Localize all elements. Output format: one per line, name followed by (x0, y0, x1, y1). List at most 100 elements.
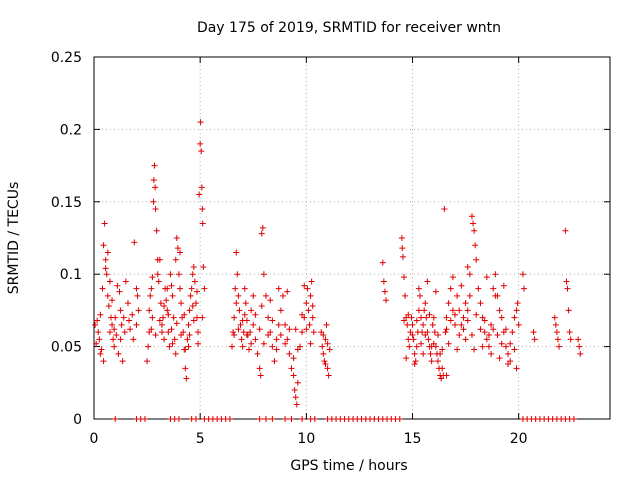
data-point (233, 249, 240, 256)
data-point (174, 245, 181, 252)
data-point (466, 292, 473, 299)
data-point (241, 311, 248, 318)
data-point (563, 278, 570, 285)
data-point (122, 278, 129, 285)
data-point (451, 311, 458, 318)
data-point (483, 336, 490, 343)
data-point (411, 360, 418, 367)
data-point (415, 285, 422, 292)
data-point (195, 329, 202, 336)
data-point (408, 314, 415, 321)
data-point (190, 317, 197, 324)
data-point (112, 416, 119, 422)
data-point (199, 220, 206, 227)
data-point (173, 235, 180, 241)
data-point (265, 332, 272, 339)
data-point (403, 355, 410, 362)
data-point (165, 329, 172, 336)
data-point (172, 350, 179, 357)
data-point (235, 326, 242, 333)
data-point (427, 350, 434, 357)
data-point (428, 343, 435, 350)
data-point (567, 336, 574, 343)
x-tick-label: 5 (196, 431, 205, 447)
data-point (258, 303, 265, 310)
data-point (149, 314, 156, 321)
data-point (292, 326, 299, 333)
chart-title: Day 175 of 2019, SRMTID for receiver wnt… (197, 20, 501, 36)
data-point (93, 340, 100, 347)
data-point (236, 307, 243, 314)
data-point (146, 307, 153, 314)
data-point (458, 321, 465, 328)
data-point (290, 355, 297, 362)
y-tick-label: 0.15 (51, 195, 82, 211)
data-point (299, 329, 306, 336)
data-point (564, 285, 571, 292)
data-point (496, 355, 503, 362)
data-point (167, 271, 174, 278)
data-point (322, 360, 329, 367)
data-point (282, 416, 289, 422)
data-point (147, 292, 154, 299)
data-point (175, 416, 182, 422)
data-point (112, 314, 119, 321)
data-point (102, 265, 109, 272)
data-point (282, 321, 289, 328)
data-point (181, 311, 188, 318)
data-point (189, 271, 196, 278)
data-point (154, 256, 161, 263)
data-point (323, 321, 330, 328)
data-point (309, 303, 316, 310)
data-point (488, 350, 495, 357)
data-point (530, 329, 537, 336)
x-tick-label: 10 (297, 431, 315, 447)
data-point (511, 314, 518, 321)
data-point (169, 340, 176, 347)
data-point (238, 336, 245, 343)
data-point (282, 340, 289, 347)
data-point (177, 249, 183, 256)
data-point (277, 307, 284, 314)
data-point (437, 350, 444, 357)
data-point (250, 321, 257, 328)
data-point (490, 285, 497, 292)
data-point (199, 314, 206, 321)
data-point (144, 358, 151, 365)
data-point (435, 332, 441, 339)
data-point (456, 307, 463, 314)
data-point (462, 336, 469, 343)
data-point (118, 321, 125, 328)
data-point (430, 314, 437, 321)
data-point (135, 307, 142, 314)
data-points (92, 119, 584, 422)
data-point (192, 416, 199, 422)
data-point (428, 358, 435, 365)
data-point (96, 336, 103, 343)
data-point (191, 278, 198, 285)
data-point (441, 206, 448, 213)
data-point (421, 307, 428, 314)
data-point (577, 350, 584, 357)
data-point (141, 416, 148, 422)
data-point (319, 343, 326, 350)
data-point (479, 343, 486, 350)
data-point (306, 321, 313, 328)
data-point (562, 227, 569, 234)
y-tick-label: 0.2 (60, 122, 82, 138)
data-point (443, 314, 450, 321)
data-point (464, 263, 471, 270)
data-point (286, 350, 293, 357)
data-point (321, 358, 328, 365)
data-point (423, 314, 430, 321)
data-point (449, 274, 456, 281)
data-point (521, 285, 527, 292)
data-point (429, 321, 436, 328)
data-point (464, 307, 471, 314)
y-tick-label: 0.1 (60, 267, 82, 283)
data-point (291, 387, 298, 394)
data-point (402, 292, 409, 299)
data-point (120, 314, 127, 321)
data-point (92, 321, 99, 328)
data-point (511, 346, 518, 353)
